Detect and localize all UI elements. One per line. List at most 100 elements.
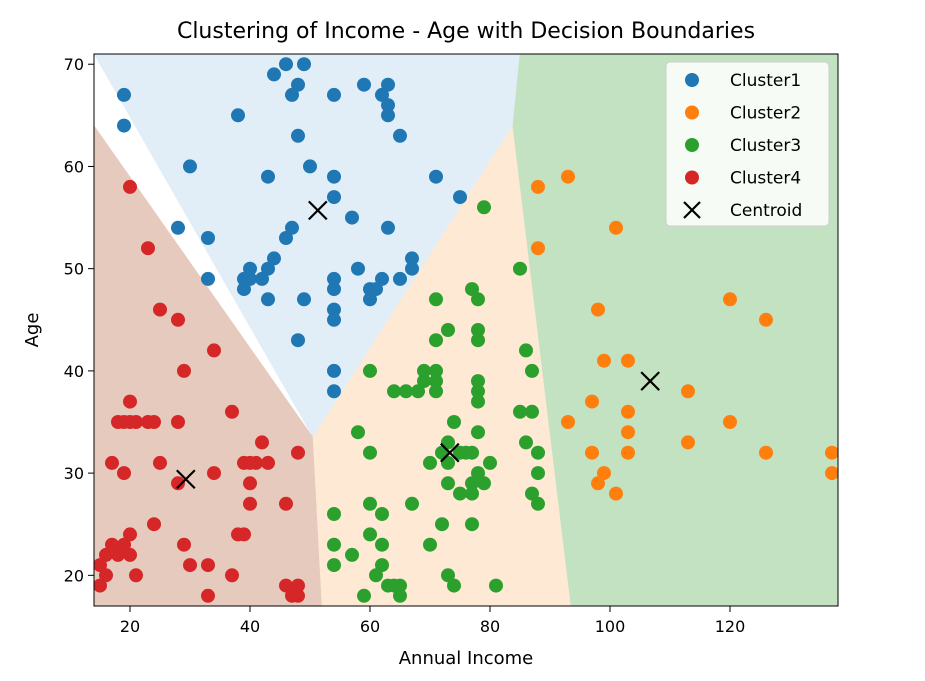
cluster1-point — [375, 87, 389, 102]
cluster1-point — [393, 128, 407, 143]
cluster1-point — [201, 231, 215, 245]
cluster4-point — [225, 404, 239, 419]
cluster4-point — [111, 547, 125, 562]
cluster2-point — [531, 241, 545, 256]
cluster3-point — [471, 425, 485, 440]
cluster4-point — [129, 415, 143, 429]
cluster2-point — [759, 312, 773, 327]
cluster3-point — [399, 384, 413, 399]
centroid-marker — [440, 442, 460, 463]
cluster4-point — [243, 476, 257, 491]
cluster3-point — [465, 282, 479, 297]
cluster3-point — [357, 588, 371, 603]
cluster1-point — [303, 159, 317, 174]
cluster1-point — [285, 87, 299, 102]
x-tick-label: 40 — [240, 617, 260, 636]
cluster4-point — [94, 578, 107, 593]
cluster3-point — [375, 558, 389, 573]
cluster1-point — [285, 220, 299, 235]
cluster1-point — [243, 261, 257, 276]
cluster2-point — [621, 425, 635, 440]
legend-box — [665, 61, 830, 227]
cluster1-point — [357, 77, 371, 92]
cluster4-point — [255, 435, 269, 450]
cluster1-point — [291, 77, 305, 92]
cluster2-point — [531, 179, 545, 194]
cluster2-point — [591, 476, 605, 491]
cluster3-point — [531, 466, 545, 481]
cluster3-point — [471, 292, 485, 307]
cluster3-point — [441, 323, 455, 337]
cluster4-point — [207, 343, 221, 358]
cluster4-point — [171, 415, 185, 429]
cluster2-point — [759, 445, 773, 460]
cluster1-point — [267, 251, 281, 266]
cluster3-point — [363, 445, 377, 460]
cluster1-point — [261, 169, 275, 184]
cluster2-point — [681, 384, 695, 399]
cluster3-point — [327, 507, 341, 521]
cluster1-point — [201, 271, 215, 286]
legend-label-cluster4: Cluster4 — [730, 169, 801, 189]
cluster2-point — [825, 466, 838, 481]
cluster1-point — [327, 169, 341, 184]
cluster4-point — [117, 537, 131, 552]
cluster3-point — [441, 568, 455, 583]
cluster2-point — [723, 292, 737, 307]
cluster4-point — [117, 466, 131, 481]
cluster3-point — [429, 384, 443, 399]
cluster2-point — [621, 353, 635, 368]
cluster1-point — [267, 67, 281, 82]
cluster2-point — [591, 302, 605, 317]
cluster3-point — [327, 558, 341, 573]
cluster3-point — [435, 517, 449, 532]
cluster1-point — [381, 77, 395, 92]
cluster3-point — [429, 374, 443, 389]
y-tick-label: 50 — [64, 260, 84, 279]
cluster3-point — [471, 384, 485, 399]
cluster3-point — [423, 455, 437, 470]
cluster1-point — [327, 271, 341, 286]
legend: Cluster1 Cluster2 Cluster3 Cluster4 Centroid — [665, 61, 830, 227]
x-tick-label: 120 — [715, 617, 746, 636]
cluster3-point — [351, 425, 365, 440]
y-tick-label: 60 — [64, 157, 84, 176]
cluster3-point — [429, 333, 443, 348]
cluster4-point — [129, 568, 143, 583]
cluster4-point — [123, 547, 137, 562]
cluster4-point — [123, 394, 137, 409]
cluster1-point — [297, 292, 311, 307]
cluster1-point — [237, 282, 251, 297]
centroid-marker — [176, 469, 196, 490]
cluster3-point — [513, 261, 527, 276]
cluster3-point — [471, 394, 485, 409]
cluster2-point — [621, 445, 635, 460]
plot-frame — [93, 53, 839, 607]
cluster4-point — [123, 179, 137, 194]
legend-label-cluster2: Cluster2 — [730, 104, 801, 124]
cluster1-point — [405, 261, 419, 276]
cluster3-point — [393, 588, 407, 603]
cluster3-point — [423, 537, 437, 552]
legend-label-cluster3: Cluster3 — [730, 136, 801, 156]
cluster3-point — [489, 578, 503, 593]
cluster2-point — [597, 466, 611, 481]
cluster4-point — [183, 558, 197, 573]
legend-marker-cluster4 — [685, 170, 699, 185]
x-tick-label: 100 — [595, 617, 626, 636]
cluster1-point — [261, 261, 275, 276]
cluster4-point — [279, 578, 293, 593]
cluster4-point — [261, 455, 275, 470]
cluster3-point — [519, 435, 533, 450]
cluster2-point — [585, 394, 599, 409]
y-axis-label: Age — [22, 313, 43, 348]
cluster4-point — [237, 527, 251, 542]
cluster2-point — [681, 435, 695, 450]
cluster1-point — [393, 271, 407, 286]
region-cluster3 — [312, 124, 572, 606]
cluster3-point — [531, 496, 545, 511]
cluster3-point — [369, 568, 383, 583]
cluster4-point — [99, 568, 113, 583]
cluster4-point — [105, 537, 119, 552]
cluster3-point — [519, 343, 533, 358]
